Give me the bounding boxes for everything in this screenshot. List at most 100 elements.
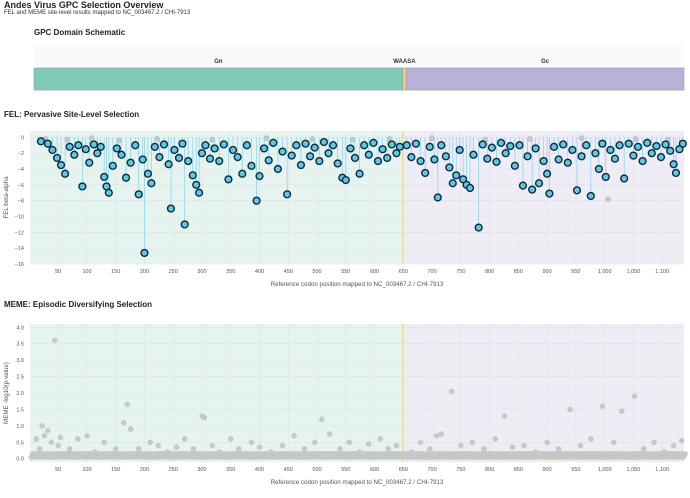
meme-point [201,414,208,421]
fel-point [48,145,57,155]
meme-point [326,431,333,437]
fel-point [383,153,392,163]
meme-point [39,423,45,429]
fel-point [633,142,643,151]
fel-xtick-label: 600 [370,269,379,275]
fel-xtick-label: 1,000 [598,269,612,275]
fel-point [545,189,554,198]
fel-xtick-label: 250 [169,269,178,275]
fel-point [170,145,179,155]
meme-point [678,437,685,444]
meme-point [127,426,134,432]
fel-point [197,149,207,158]
fel-point [350,153,360,163]
meme-point [135,446,142,452]
fel-point [96,142,105,151]
fel-point [195,188,204,197]
meme-point [121,419,127,426]
meme-xtick-label: 100 [82,467,91,473]
fel-point [387,140,396,149]
fel-point [70,150,79,159]
fel-ytick-label: −2 [18,151,24,157]
fel-xtick-label: 100 [82,269,91,275]
fel-point [416,156,425,166]
fel-point [615,141,624,150]
fel-point [319,137,329,147]
meme-point [567,406,573,413]
meme-ytick-label: 2.5 [16,375,24,381]
fel-point [333,159,342,168]
fel-point [559,140,568,149]
fel-point [180,220,189,229]
meme-point [66,446,73,452]
fel-xtick-label: 50 [55,269,61,275]
meme-title: MEME: Episodic Diversifying Selection [4,300,153,309]
fel-point [273,164,283,174]
meme-point [377,436,384,442]
meme-point [417,439,424,446]
fel-title: FEL: Pervasive Site-Level Selection [4,110,140,119]
fel-point [178,139,187,148]
fel-point [166,204,176,213]
meme-xtick-label: 1,050 [626,467,640,473]
fel-point [104,188,113,197]
fel-point [296,160,306,170]
fel-point [329,141,338,150]
fel-point [264,156,273,165]
fel-point [147,179,156,188]
meme-point [619,408,625,414]
meme-point [458,442,464,449]
fel-point [143,169,153,178]
domain-bar-gc [405,67,685,91]
fel-point [656,153,666,162]
fel-xtick-label: 1,100 [655,269,669,275]
fel-ytick-label: −8 [18,199,24,205]
fel-point [534,179,544,188]
meme-x-axis-label: Reference codon position mapped to NC_00… [271,479,444,486]
fel-point [224,175,233,184]
fel-point [669,160,678,169]
meme-point [509,444,516,450]
fel-point [572,186,582,195]
page-subtitle: FEL and MEME site-level results mapped t… [4,10,191,16]
meme-point [661,449,668,455]
meme-point [291,432,297,439]
fel-point [159,140,169,149]
fel-point [260,144,269,153]
fel-ytick-label: −12 [15,230,24,236]
fel-point [666,146,675,155]
fel-point [43,139,52,148]
fel-xtick-label: 150 [111,269,120,275]
fel-xtick-label: 650 [399,269,408,275]
meme-point [393,442,400,449]
meme-point [216,449,222,455]
meme-point [611,439,617,446]
meme-xtick-label: 700 [427,467,436,473]
fel-point [549,142,559,151]
fel-point [108,161,117,170]
meme-point [190,446,197,452]
fel-xtick-label: 450 [284,269,293,275]
meme-point [51,337,58,344]
fel-ytick-label: −6 [18,183,24,189]
meme-xtick-label: 400 [255,467,264,473]
fel-point [306,152,315,161]
fel-point [65,142,74,151]
fel-point [233,153,242,162]
meme-point [670,442,677,449]
fel-xtick-label: 900 [543,269,552,275]
meme-ytick-label: 3.0 [16,358,24,364]
fel-ytick-label: −14 [15,246,24,252]
meme-xtick-label: 900 [543,467,552,473]
fel-point [568,145,577,155]
meme-point [651,439,657,446]
fel-point [269,138,278,147]
meme-xtick-label: 650 [399,467,408,473]
fel-point [292,141,301,150]
domain-label-gn: Gn [214,59,223,65]
fel-point [629,151,638,160]
fel-point [112,144,121,153]
meme-point [256,444,263,450]
fel-point [174,153,184,163]
